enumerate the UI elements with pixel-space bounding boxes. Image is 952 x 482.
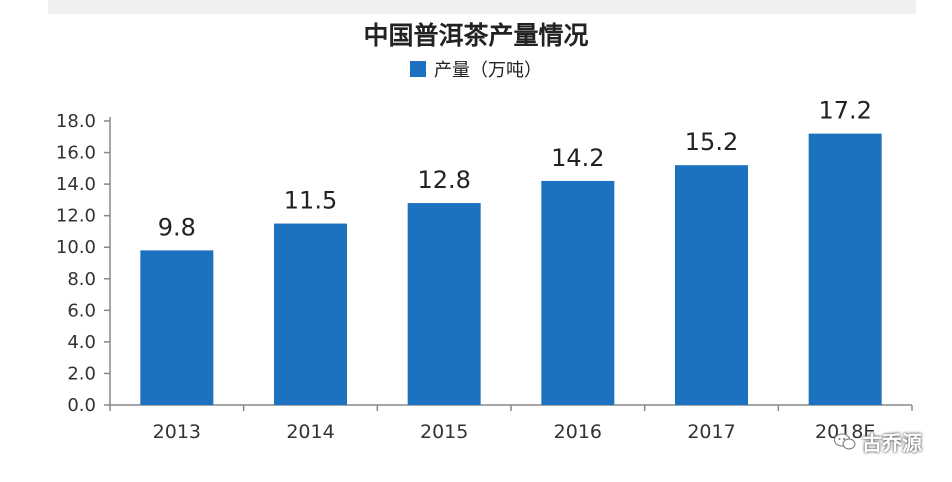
bar [541, 180, 615, 405]
top-background-band [48, 0, 916, 14]
y-tick-label: 4.0 [67, 332, 96, 353]
bar [274, 223, 347, 405]
wechat-icon [834, 433, 856, 449]
chart-legend: 产量（万吨） [0, 56, 952, 82]
data-label: 9.8 [158, 213, 196, 241]
y-tick-label: 2.0 [67, 363, 96, 384]
y-tick-label: 16.0 [56, 143, 96, 164]
value-labels: 9.8 11.5 12.8 14.2 15.2 17.2 [158, 97, 872, 242]
y-tick-label: 10.0 [56, 237, 96, 258]
y-tick-label: 12.0 [56, 206, 96, 227]
bars [140, 133, 882, 405]
y-ticks: 0.0 2.0 4.0 6.0 8.0 10.0 12.0 14.0 16.0 18.0 [56, 111, 110, 416]
x-tick-label: 2018E [815, 421, 875, 443]
bar [675, 165, 748, 405]
data-label: 14.2 [551, 144, 604, 172]
bar [808, 133, 882, 405]
bar [140, 250, 214, 405]
x-labels: 2013 2014 2015 2016 2017 2018E [153, 421, 876, 443]
y-tick-label: 18.0 [56, 111, 96, 132]
legend-label: 产量（万吨） [434, 60, 542, 81]
bar [407, 203, 481, 405]
y-tick-label: 0.0 [67, 395, 96, 416]
legend-swatch [410, 61, 426, 77]
x-tick-label: 2015 [420, 421, 468, 443]
y-tick-label: 8.0 [67, 269, 96, 290]
x-tick-label: 2014 [286, 421, 334, 443]
x-tick-label: 2013 [153, 421, 201, 443]
data-label: 15.2 [685, 128, 738, 156]
watermark: 古乔源 [834, 427, 922, 456]
x-tick-label: 2016 [554, 421, 602, 443]
data-label: 12.8 [417, 166, 470, 194]
data-label: 17.2 [818, 97, 871, 125]
y-tick-label: 14.0 [56, 174, 96, 195]
axes [109, 117, 913, 411]
watermark-text: 古乔源 [862, 431, 922, 455]
y-tick-label: 6.0 [67, 300, 96, 321]
data-label: 11.5 [284, 187, 337, 215]
x-tick-label: 2017 [687, 421, 735, 443]
chart-title: 中国普洱茶产量情况 [363, 21, 589, 50]
